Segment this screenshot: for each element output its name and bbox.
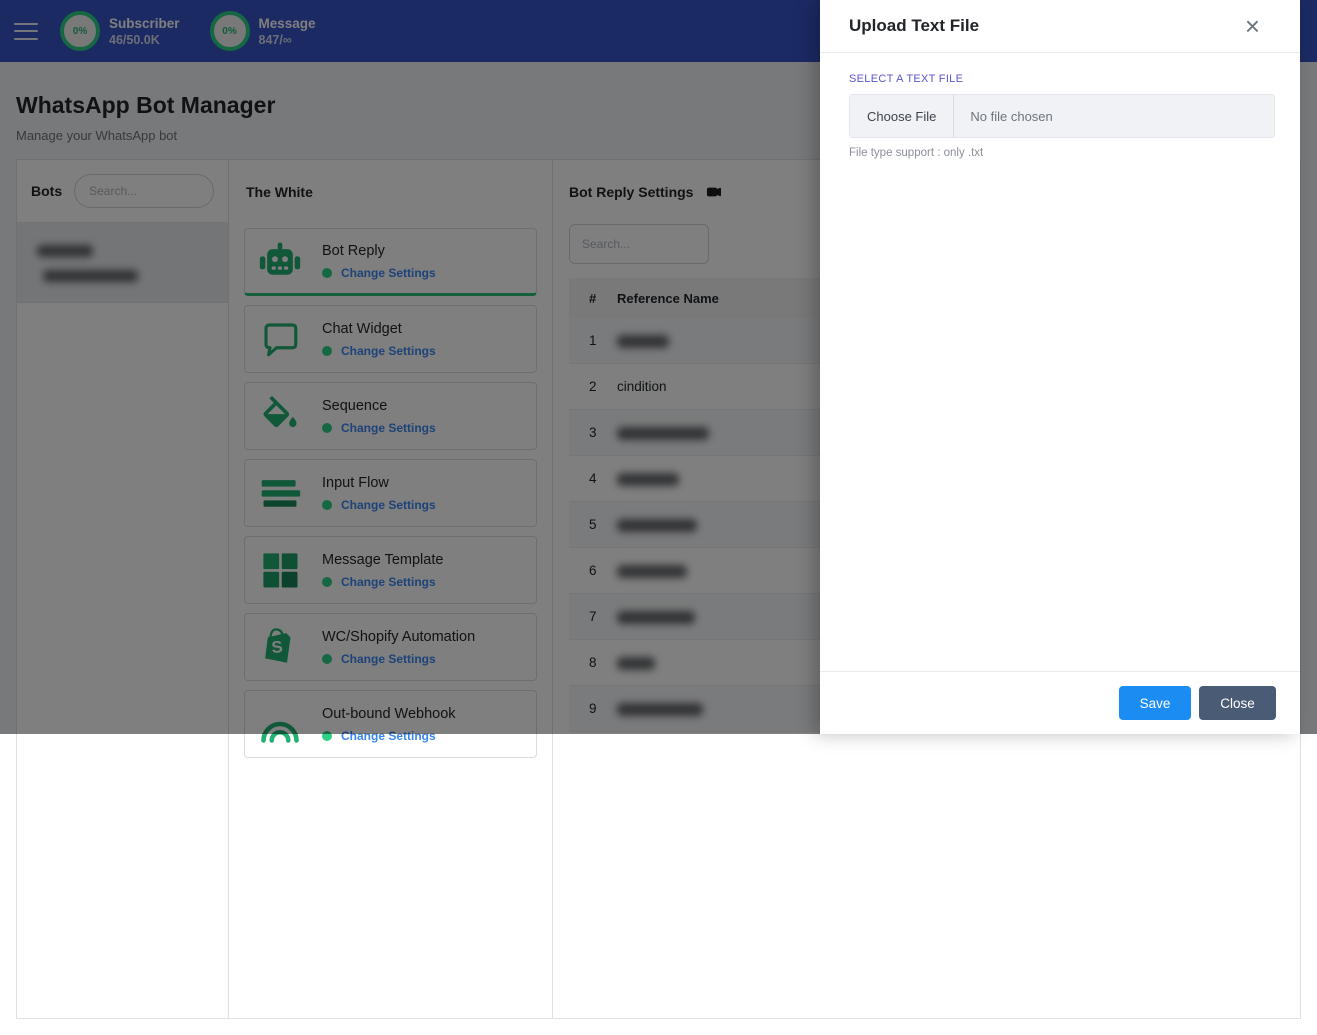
file-chosen-status: No file chosen xyxy=(954,109,1052,124)
save-button[interactable]: Save xyxy=(1119,686,1191,720)
file-input[interactable]: Choose File No file chosen xyxy=(849,94,1275,138)
close-button[interactable]: Close xyxy=(1199,686,1276,720)
file-type-helper-text: File type support : only .txt xyxy=(849,147,1275,159)
upload-text-file-modal: Upload Text File × SELECT A TEXT FILE Ch… xyxy=(820,0,1300,734)
choose-file-button[interactable]: Choose File xyxy=(850,95,954,137)
close-icon[interactable]: × xyxy=(1245,13,1260,39)
select-text-file-label: SELECT A TEXT FILE xyxy=(849,73,1275,85)
modal-title: Upload Text File xyxy=(849,16,979,36)
